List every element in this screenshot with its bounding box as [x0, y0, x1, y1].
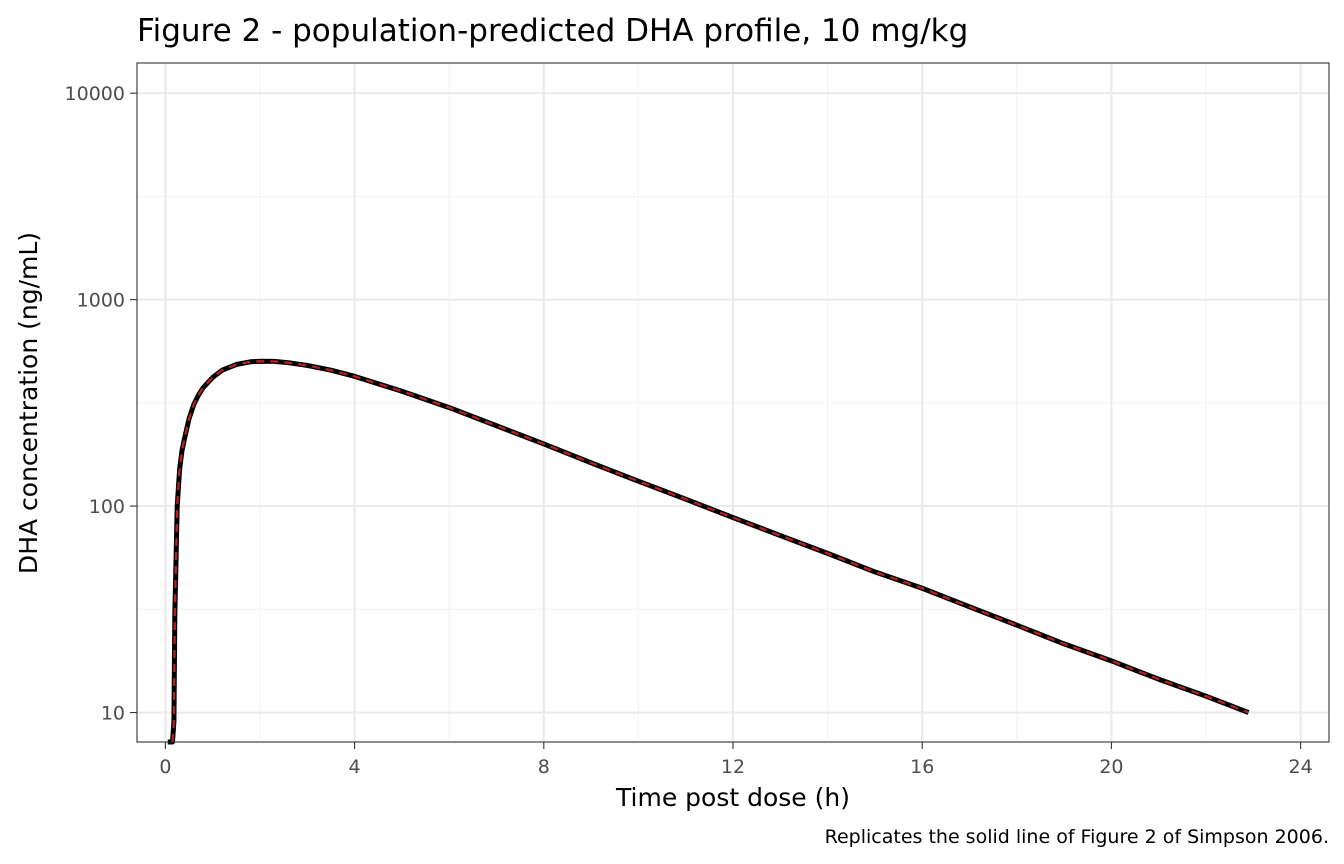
series-line-dashed	[171, 360, 1250, 743]
chart-caption: Replicates the solid line of Figure 2 of…	[825, 826, 1329, 848]
x-tick-label: 20	[1099, 756, 1123, 778]
y-tick-label: 10	[101, 703, 125, 725]
x-tick-label: 4	[349, 756, 361, 778]
x-tick-label: 24	[1289, 756, 1313, 778]
y-tick-label: 1000	[77, 290, 125, 312]
y-tick-label: 10000	[65, 83, 125, 105]
x-tick-label: 16	[910, 756, 934, 778]
chart-title: Figure 2 - population-predicted DHA prof…	[137, 13, 968, 49]
x-tick-label: 8	[538, 756, 550, 778]
x-tick-label: 0	[159, 756, 171, 778]
x-tick-label: 12	[721, 756, 745, 778]
series-lines	[167, 358, 1250, 745]
grid-lines	[137, 63, 1329, 742]
y-axis-title: DHA concentration (ng/mL)	[14, 232, 43, 574]
y-tick-label: 100	[89, 496, 125, 518]
axes: 0 4 8 12 16 20 24 10 100 1000 10000	[65, 83, 1313, 778]
x-axis-title: Time post dose (h)	[615, 783, 850, 812]
